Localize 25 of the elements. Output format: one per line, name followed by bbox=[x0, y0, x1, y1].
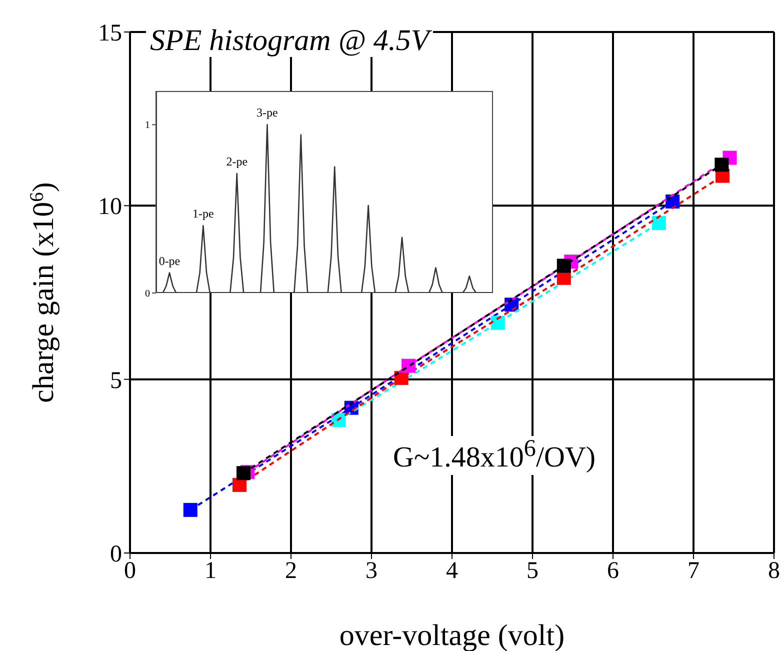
point bbox=[714, 158, 729, 172]
annotation: 0-pe bbox=[158, 254, 180, 268]
chart-title: SPE histogram @ 4.5V bbox=[146, 24, 434, 57]
annotation: 2-pe bbox=[226, 154, 248, 168]
line-series bbox=[155, 124, 493, 293]
x-tick-label: 3 bbox=[366, 558, 378, 584]
x-tick-label: 7 bbox=[688, 558, 700, 584]
x-tick-label: 8 bbox=[768, 558, 780, 584]
x-tick-label: 4 bbox=[446, 558, 458, 584]
x-tick-label: 5 bbox=[526, 558, 538, 584]
annotation: G~1.48x10$^{6}$/OV) bbox=[393, 435, 596, 475]
x-tick-label: 2 bbox=[285, 558, 297, 584]
y-tick-label: 5 bbox=[110, 368, 122, 394]
point bbox=[556, 258, 571, 273]
x-tick-label: 1 bbox=[204, 558, 216, 584]
y-tick-label: 0 bbox=[110, 542, 122, 568]
point bbox=[236, 466, 251, 480]
point bbox=[183, 502, 198, 517]
point bbox=[652, 216, 666, 230]
point bbox=[490, 316, 505, 330]
annotation: 3-pe bbox=[256, 106, 278, 120]
x-tick-label: 6 bbox=[607, 558, 619, 584]
annotation: 1-pe bbox=[192, 206, 214, 221]
y-tick-label: 15 bbox=[98, 20, 122, 47]
y-tick-label: 10 bbox=[98, 194, 122, 220]
